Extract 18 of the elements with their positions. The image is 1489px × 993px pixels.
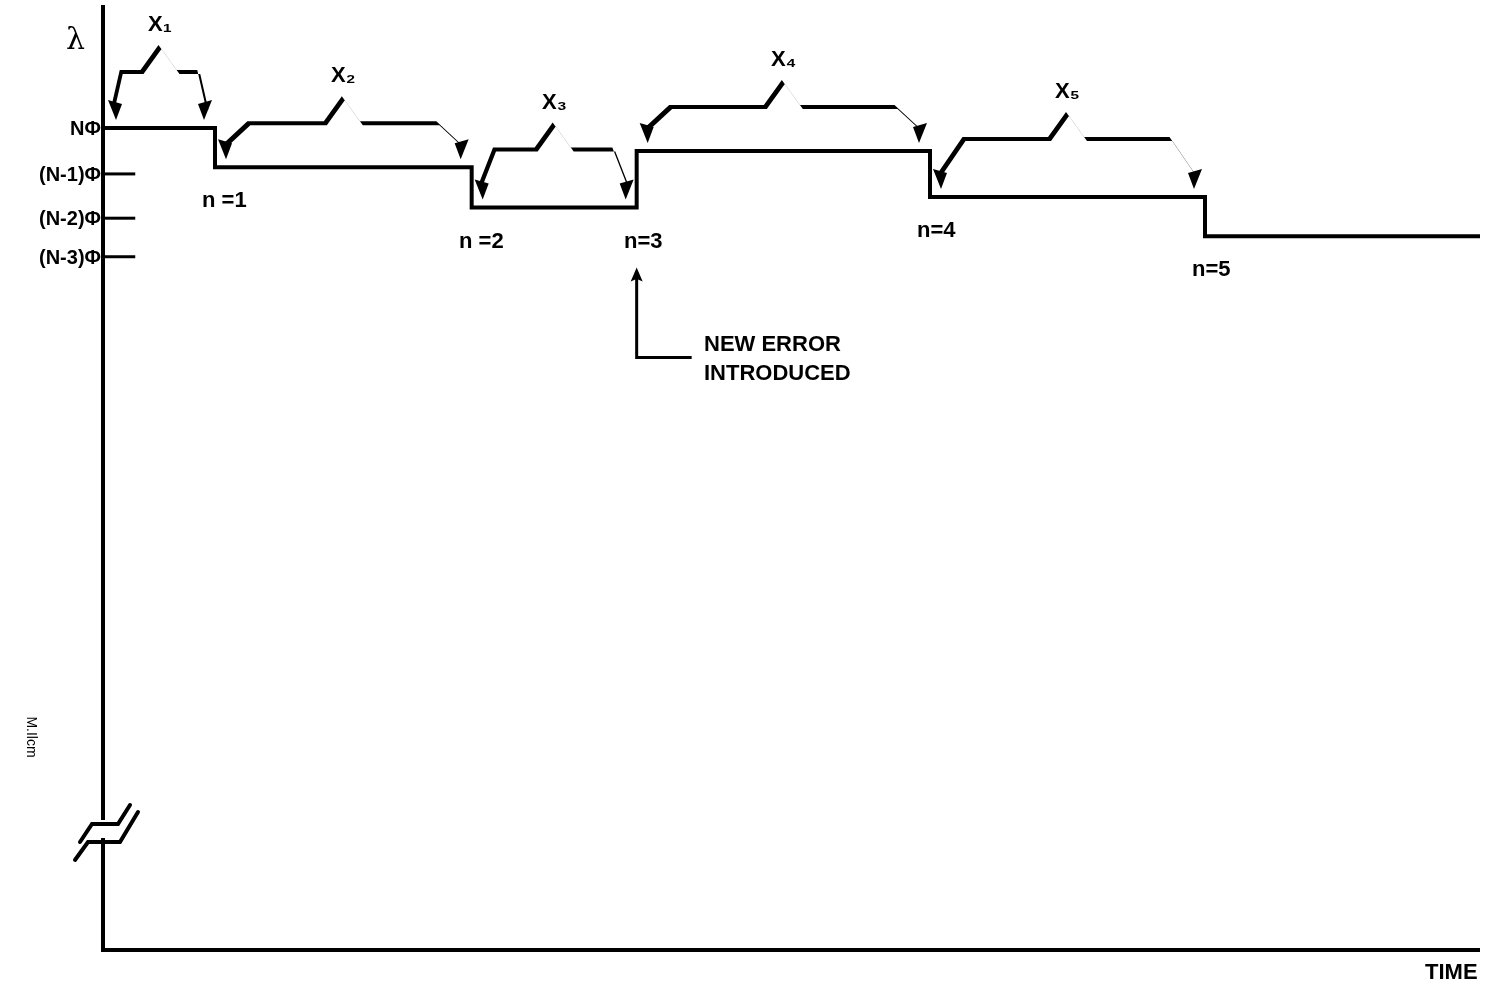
text: X₁ bbox=[148, 11, 172, 36]
y-axis-title: λ bbox=[66, 21, 86, 56]
text: X₃ bbox=[542, 89, 567, 114]
text: X₂ bbox=[331, 62, 356, 87]
annotation: n =2 bbox=[459, 228, 504, 253]
annotation: n=3 bbox=[624, 228, 663, 253]
text: X₅ bbox=[1055, 78, 1080, 103]
annotation: n=5 bbox=[1192, 256, 1231, 281]
text: X₄ bbox=[771, 46, 797, 71]
x-axis-title: TIME bbox=[1425, 959, 1478, 984]
annotation: NEW ERROR INTRODUCED bbox=[704, 331, 851, 385]
ref-line-label: (N-1)Φ bbox=[39, 163, 101, 185]
text: M.Ilcm bbox=[24, 716, 41, 758]
ref-line-label: (N-2)Φ bbox=[39, 207, 101, 229]
ref-line-label: (N-3)Φ bbox=[39, 246, 101, 268]
annotation: n =1 bbox=[202, 187, 247, 212]
annotation: n=4 bbox=[917, 217, 957, 242]
text: NΦ bbox=[70, 117, 101, 139]
